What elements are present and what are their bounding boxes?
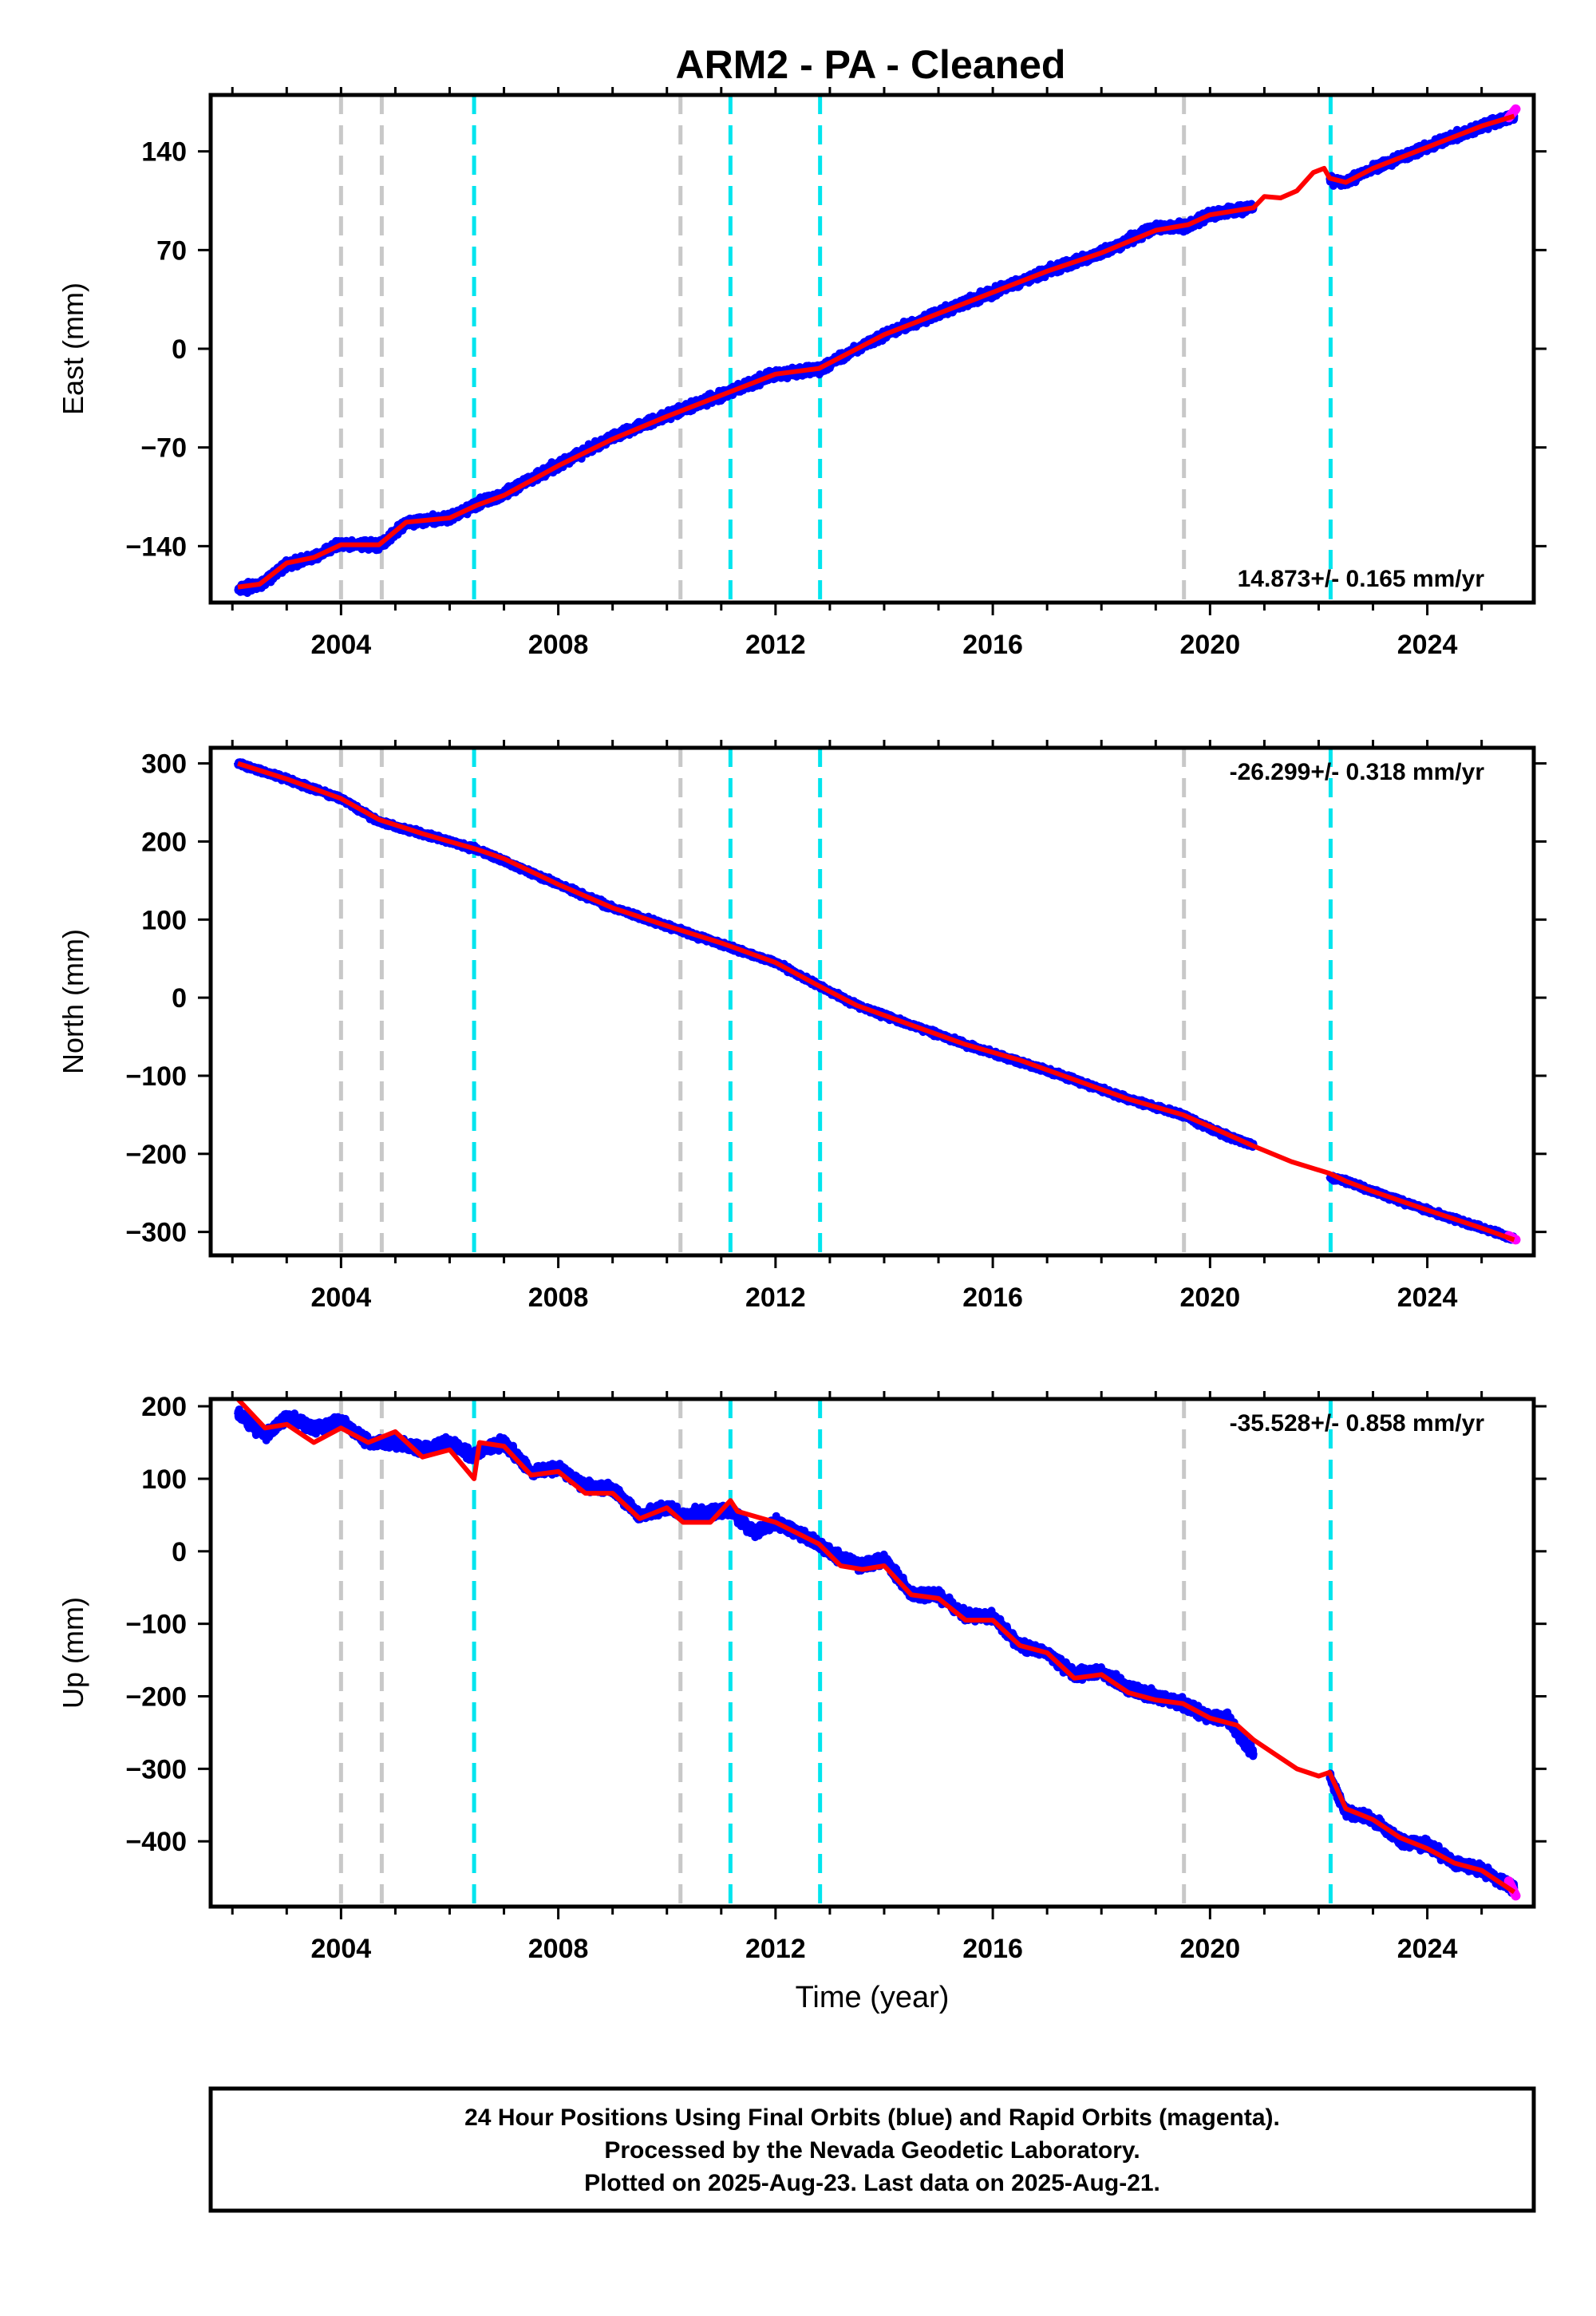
up-ytick-label: −300 xyxy=(125,1754,187,1784)
north-y-axis-label: North (mm) xyxy=(57,929,89,1074)
north-model-fit xyxy=(237,761,1515,1243)
north-ytick-label: 200 xyxy=(141,827,187,857)
east-rate-label: 14.873+/- 0.165 mm/yr xyxy=(1238,566,1485,592)
panel-up: 2004 2008 2012 2016 2020 2024 −400 −300 −200 −100… xyxy=(57,1391,1547,1964)
up-rate-label: -35.528+/- 0.858 mm/yr xyxy=(1230,1410,1485,1437)
up-plot-area xyxy=(234,1399,1521,1907)
east-xtick-label: 2016 xyxy=(962,630,1023,660)
up-ytick-label: 200 xyxy=(141,1392,187,1422)
north-ytick-label: −300 xyxy=(125,1218,187,1248)
east-ytick-label: −140 xyxy=(125,532,187,562)
x-axis-label: Time (year) xyxy=(796,1981,950,2014)
east-xtick-label: 2008 xyxy=(528,630,589,660)
panel-north: 2004 2008 2012 2016 2020 2024 −300 −200 −100 0 100… xyxy=(57,740,1547,1313)
north-ytick-label: 0 xyxy=(172,983,187,1014)
up-xtick-label: 2004 xyxy=(311,1934,372,1964)
east-ytick-label: 140 xyxy=(141,137,187,168)
north-ytick-label: −200 xyxy=(125,1140,187,1170)
north-plot-area xyxy=(234,748,1521,1255)
up-xtick-label: 2024 xyxy=(1397,1934,1458,1964)
east-model-fit xyxy=(237,113,1515,590)
east-plot-area xyxy=(234,95,1521,603)
up-frame xyxy=(208,1397,1536,1909)
footer-line-1: 24 Hour Positions Using Final Orbits (bl… xyxy=(464,2105,1280,2131)
east-y-axis-label: East (mm) xyxy=(57,283,89,415)
east-xtick-label: 2024 xyxy=(1397,630,1458,660)
north-xtick-label: 2012 xyxy=(745,1282,806,1313)
east-ytick-label: 70 xyxy=(156,235,187,266)
panels: 2004 2008 2012 2016 2020 2024 −140 −70 0 70 140 Eas… xyxy=(57,87,1547,2014)
north-ytick-label: −100 xyxy=(125,1061,187,1092)
north-xtick-label: 2016 xyxy=(962,1282,1023,1313)
north-ytick-label: 100 xyxy=(141,905,187,935)
east-xtick-label: 2012 xyxy=(745,630,806,660)
north-rate-label: -26.299+/- 0.318 mm/yr xyxy=(1230,759,1485,785)
up-ytick-label: 100 xyxy=(141,1464,187,1495)
north-xtick-label: 2008 xyxy=(528,1282,589,1313)
east-ytick-label: 0 xyxy=(172,334,187,365)
north-ytick-label: 300 xyxy=(141,749,187,780)
up-ytick-label: 0 xyxy=(172,1537,187,1567)
up-y-axis-label: Up (mm) xyxy=(57,1597,89,1709)
chart-title: ARM2 - PA - Cleaned xyxy=(676,42,1066,87)
east-xtick-label: 2020 xyxy=(1180,630,1241,660)
north-xtick-label: 2004 xyxy=(311,1282,372,1313)
north-frame xyxy=(208,745,1536,1258)
up-xtick-label: 2008 xyxy=(528,1934,589,1964)
footer-line-3: Plotted on 2025-Aug-23. Last data on 202… xyxy=(584,2170,1160,2196)
footer-box xyxy=(208,2086,1536,2213)
east-xtick-label: 2004 xyxy=(311,630,372,660)
east-ytick-label: −70 xyxy=(140,433,187,464)
up-final-positions xyxy=(234,1405,1519,1897)
north-xtick-label: 2020 xyxy=(1180,1282,1241,1313)
up-model-fit xyxy=(235,1399,1516,1895)
up-xtick-label: 2012 xyxy=(745,1934,806,1964)
up-ytick-label: −200 xyxy=(125,1682,187,1713)
up-ytick-label: −400 xyxy=(125,1827,187,1857)
up-xtick-label: 2020 xyxy=(1180,1934,1241,1964)
up-ytick-label: −100 xyxy=(125,1610,187,1640)
north-xtick-label: 2024 xyxy=(1397,1282,1458,1313)
panel-east: 2004 2008 2012 2016 2020 2024 −140 −70 0 70 140 Eas… xyxy=(57,87,1547,660)
footer-line-2: Processed by the Nevada Geodetic Laborat… xyxy=(604,2137,1140,2164)
up-xtick-label: 2016 xyxy=(962,1934,1023,1964)
